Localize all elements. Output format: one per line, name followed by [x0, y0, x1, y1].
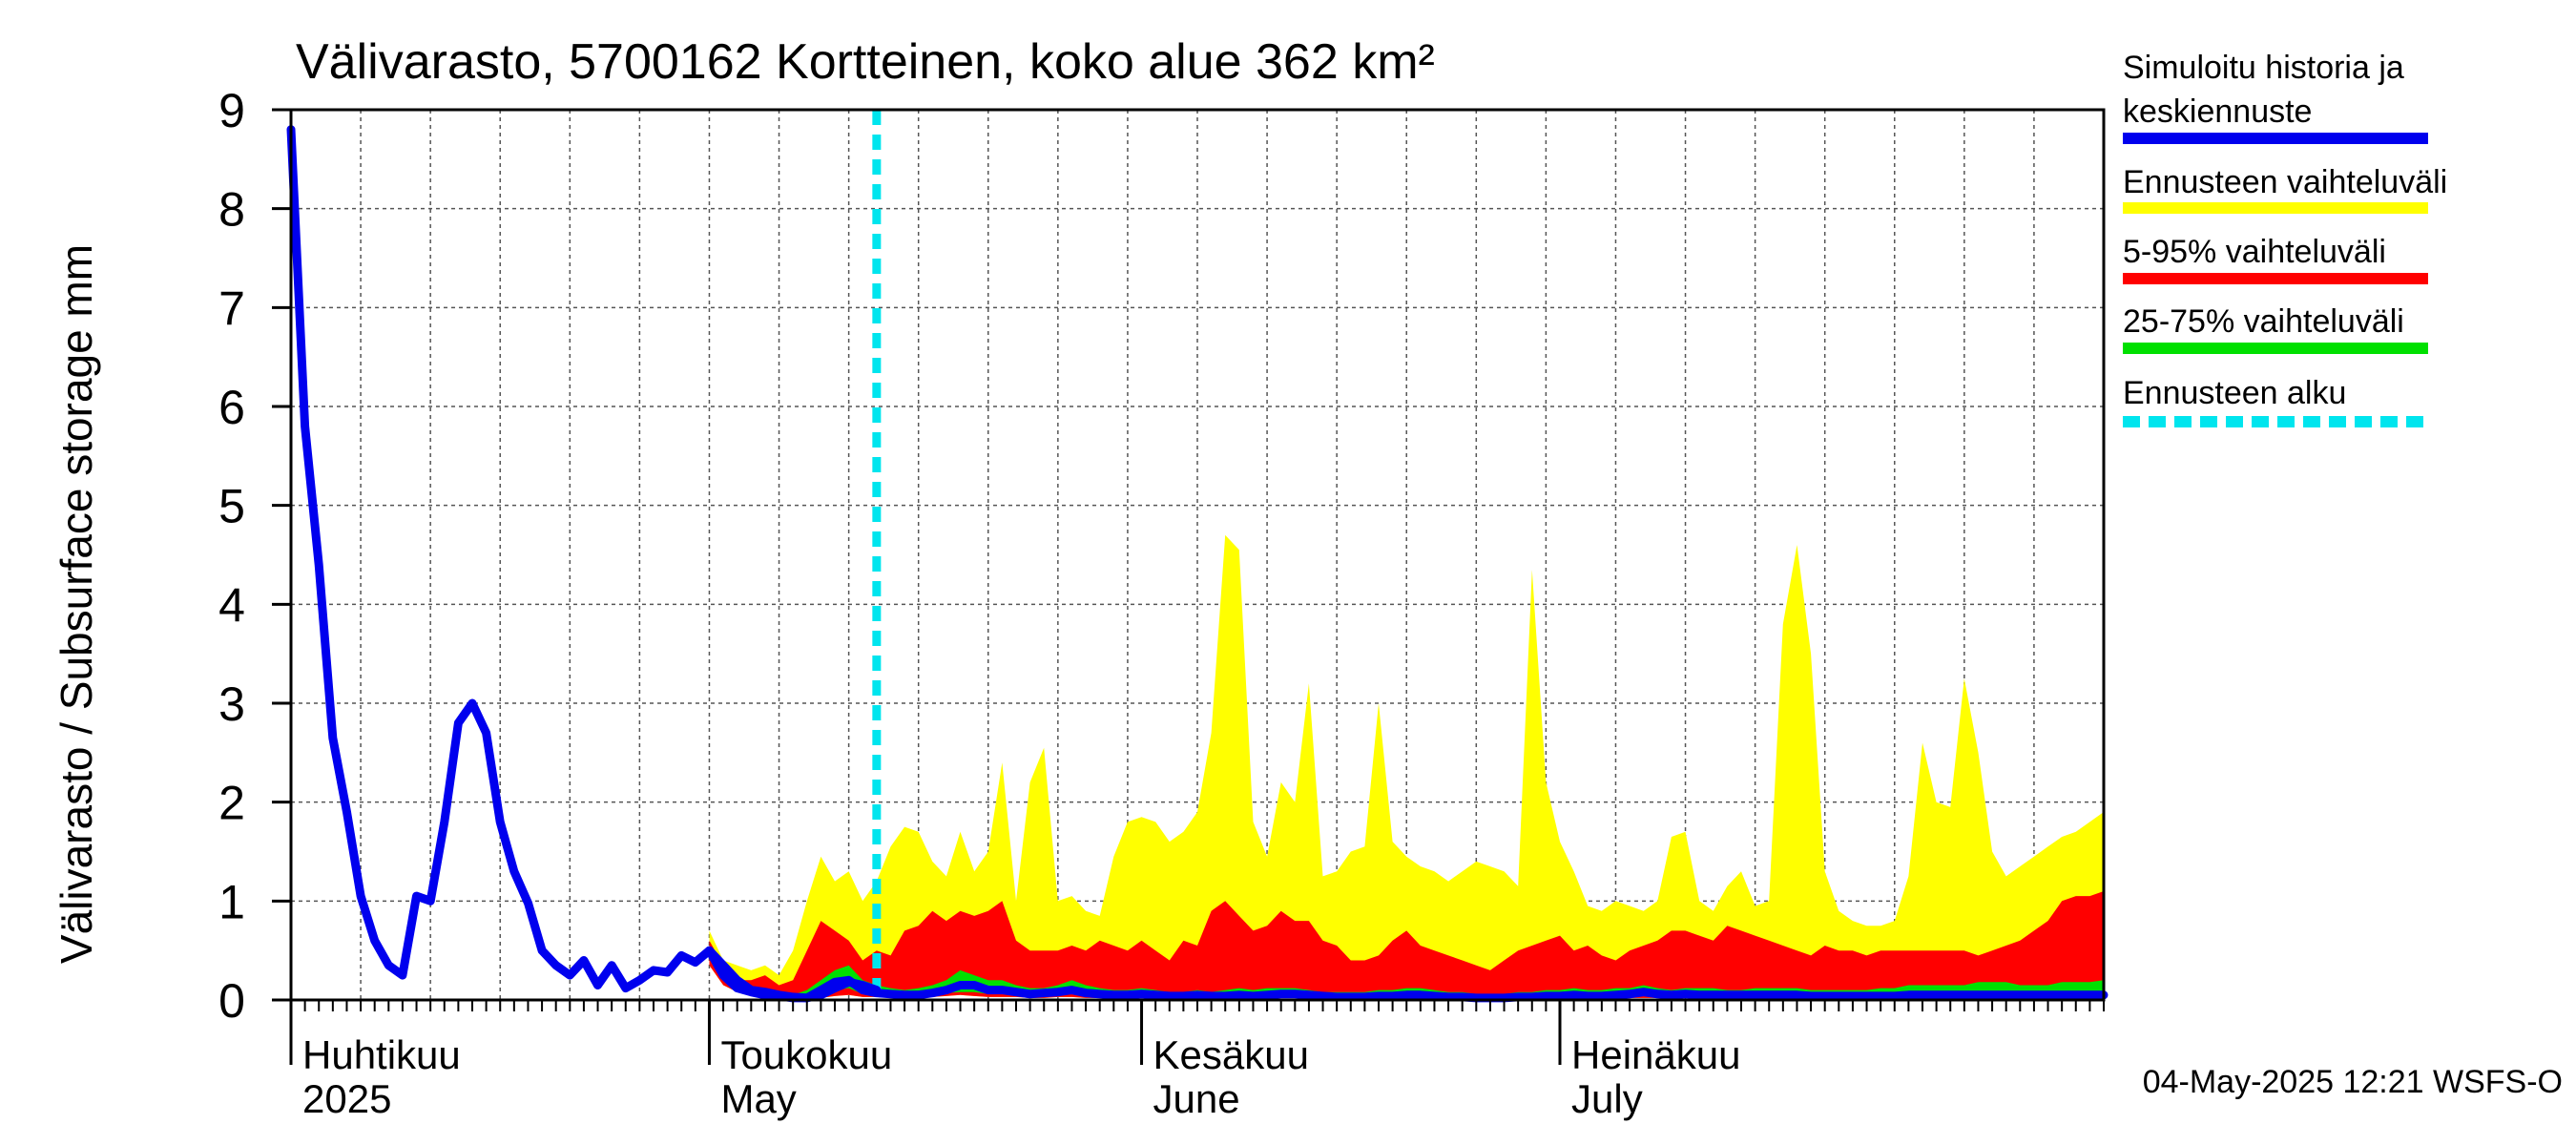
y-tick-label: 1 — [218, 875, 245, 928]
chart-title: Välivarasto, 5700162 Kortteinen, koko al… — [296, 34, 1435, 90]
legend: Simuloitu historia ja keskiennuste Ennuste… — [2123, 50, 2447, 427]
month-label-fi: Heinäkuu — [1571, 1032, 1740, 1077]
footer-timestamp: 04-May-2025 12:21 WSFS-O — [2143, 1064, 2563, 1100]
month-label-fi: Huhtikuu — [302, 1032, 461, 1077]
legend-label: 5-95% vaihteluväli — [2123, 234, 2386, 270]
y-tick-label: 9 — [218, 84, 245, 137]
median-forecast-line — [705, 946, 2109, 1003]
series-lines — [286, 110, 2109, 1003]
y-tick-label: 6 — [218, 381, 245, 434]
y-tick-label: 2 — [218, 777, 245, 830]
y-tick-label: 4 — [218, 578, 245, 632]
month-label-en: July — [1571, 1076, 1643, 1121]
legend-label: keskiennuste — [2123, 94, 2312, 130]
legend-label: Ennusteen vaihteluväli — [2123, 164, 2447, 200]
legend-label: Ennusteen alku — [2123, 375, 2346, 411]
y-tick-label: 5 — [218, 480, 245, 533]
y-tick-label: 0 — [218, 974, 245, 1028]
y-tick-label: 3 — [218, 677, 245, 731]
legend-label: 25-75% vaihteluväli — [2123, 303, 2404, 340]
y-tick-label: 8 — [218, 183, 245, 237]
month-label-fi: Toukokuu — [720, 1032, 892, 1077]
y-axis-ticks: 0 1 2 3 4 5 6 7 8 9 — [218, 84, 291, 1028]
month-label-en: May — [720, 1076, 796, 1121]
band-5-95 — [709, 891, 2104, 999]
y-axis-label: Välivarasto / Subsurface storage mm — [52, 244, 101, 964]
forecast-bands — [709, 534, 2104, 999]
month-label-en: 2025 — [302, 1076, 391, 1121]
month-label-fi: Kesäkuu — [1153, 1032, 1309, 1077]
month-label-en: June — [1153, 1076, 1240, 1121]
band-25-75 — [709, 946, 2104, 999]
y-tick-label: 7 — [218, 281, 245, 335]
legend-label: Simuloitu historia ja — [2123, 50, 2404, 86]
